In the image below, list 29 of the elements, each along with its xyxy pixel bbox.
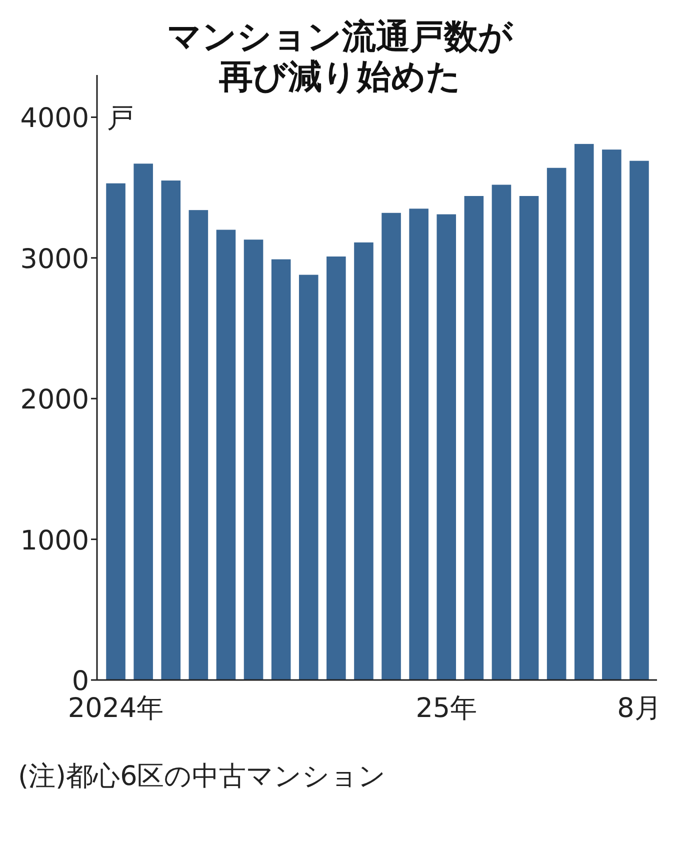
y-axis-title: 戸	[107, 103, 134, 134]
text: (注)都心6区の中古マンション	[18, 761, 386, 792]
bar	[436, 214, 456, 680]
y-tick-label: 1000	[20, 525, 89, 556]
bar	[492, 184, 512, 680]
y-tick-label: 2000	[20, 384, 89, 416]
bar	[244, 240, 264, 680]
bar	[409, 208, 428, 680]
bar	[546, 168, 566, 680]
bar	[326, 256, 346, 680]
bar	[602, 150, 622, 680]
x-tick-label: 8月	[617, 693, 662, 724]
x-tick-label: 25年	[416, 693, 478, 724]
bar	[630, 160, 649, 680]
chart-title: マンション流通戸数が再び減り始めた	[167, 17, 514, 97]
bar	[106, 183, 126, 680]
bar	[574, 144, 594, 680]
bar	[216, 230, 236, 680]
bar	[271, 259, 291, 680]
bar	[382, 212, 401, 680]
bar	[134, 164, 153, 680]
bar	[188, 210, 208, 680]
bar	[354, 242, 374, 680]
bar	[464, 196, 484, 680]
bar	[298, 274, 318, 680]
y-tick-label: 3000	[20, 244, 89, 275]
bar	[161, 180, 181, 680]
y-tick-label: 4000	[20, 103, 89, 134]
bar	[519, 196, 539, 680]
